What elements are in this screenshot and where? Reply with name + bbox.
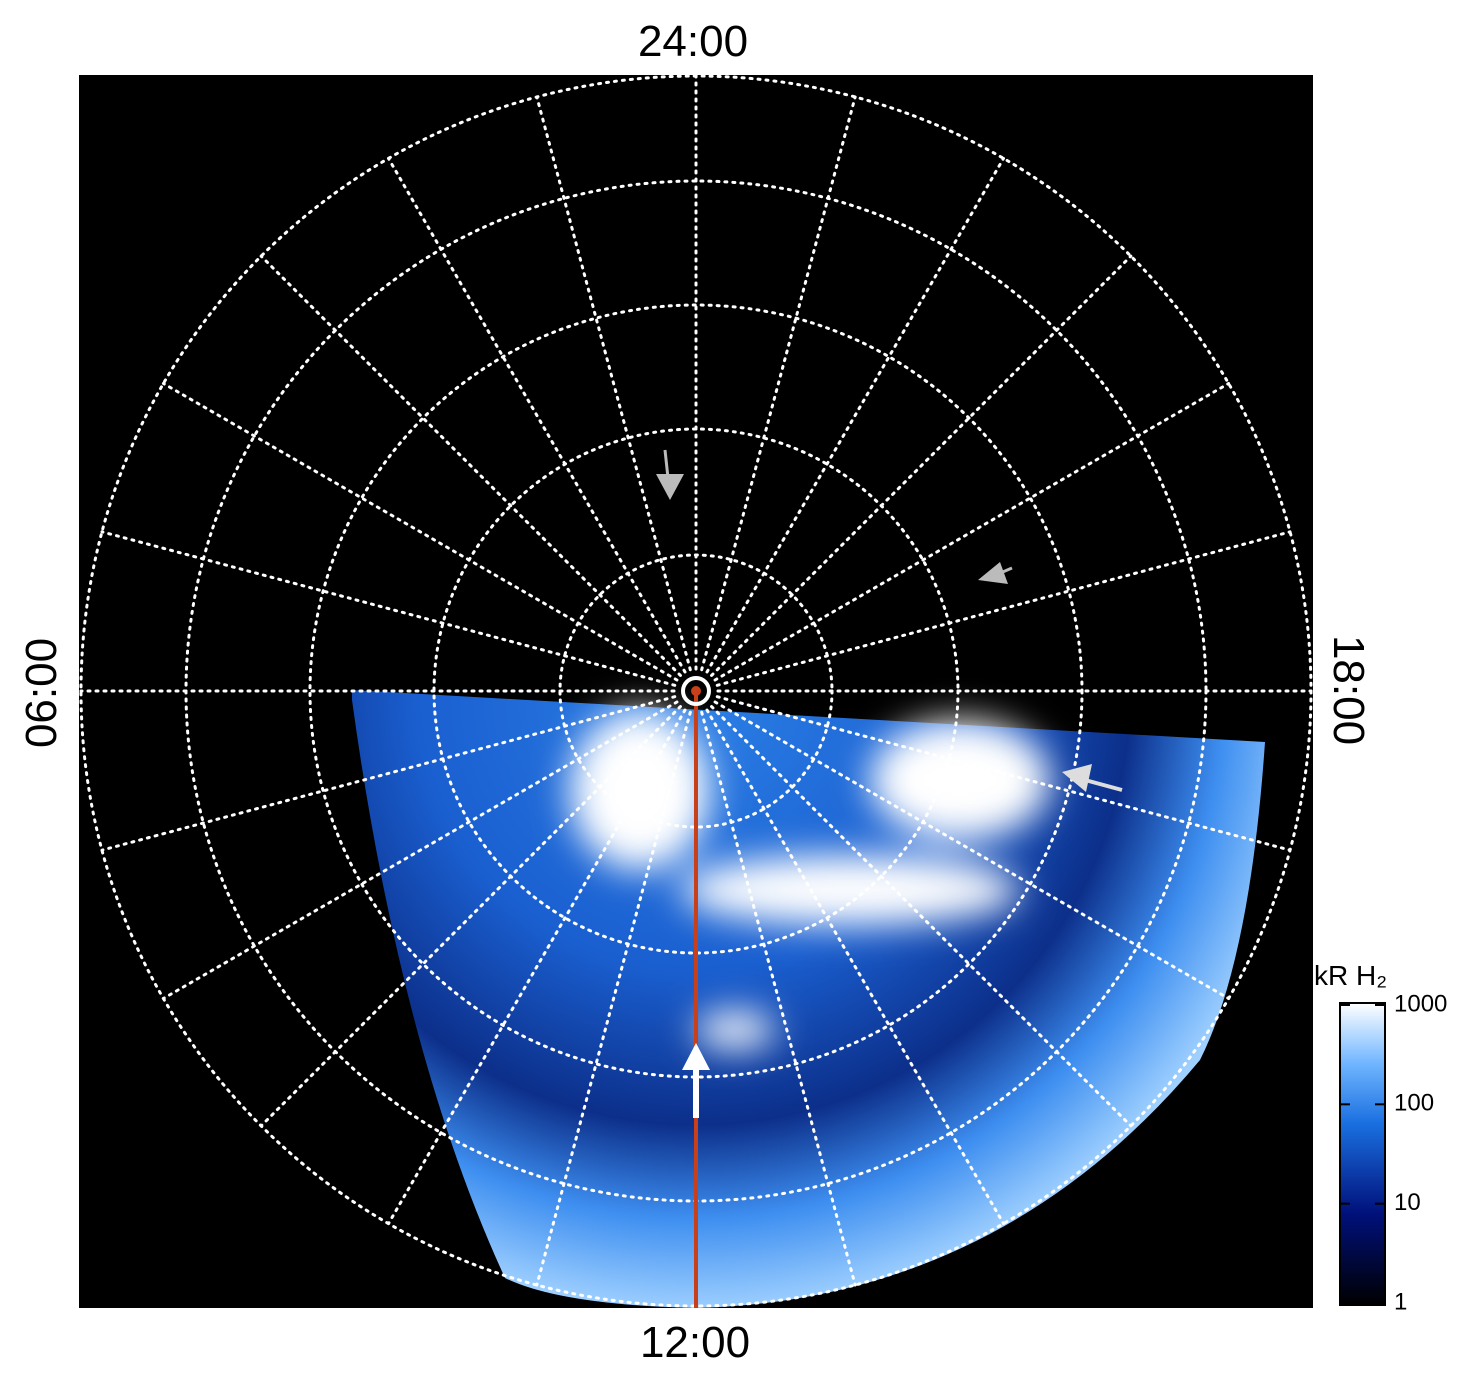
colorbar-tick-label: 10 [1394,1189,1421,1216]
markers [656,449,1123,1308]
meridian [259,254,682,677]
colorbar-tick-label: 1 [1394,1288,1407,1315]
local-time-label: 12:00 [640,1318,750,1367]
bright-emission [570,710,1050,1048]
meridian [713,700,1231,1000]
meridian [705,156,1005,674]
meridian [535,95,692,672]
arrow-shaft [663,449,670,479]
colorbar-tick-label: 1000 [1394,990,1447,1017]
colorbar [1339,1002,1386,1306]
meridian [710,705,1133,1128]
meridian [161,382,679,682]
meridian [715,530,1292,687]
emission-region [352,690,1265,1308]
latitude-circle [308,303,1084,1079]
meridian [535,710,692,1287]
arrow-head [656,474,684,500]
colorbar-ticks: 1 10 100 1000 [1340,990,1447,1315]
colorbar-tick-label: 100 [1394,1090,1434,1117]
arrow-head [978,562,1008,584]
meridian [259,705,682,1128]
pole-ring [681,676,711,706]
meridian [100,695,677,852]
meridian [705,708,1005,1226]
meridian [713,382,1231,682]
pole-dot [691,686,701,696]
arrow-shaft [1084,778,1123,792]
meridian [161,700,679,1000]
meridian [700,95,857,672]
meridian [387,708,687,1226]
meridian [700,710,857,1287]
arrow-head [1062,764,1092,792]
meridian [387,156,687,674]
meridian [710,254,1133,677]
aurora-image [352,690,1265,1308]
colorbar-title: kR H₂ [1314,960,1387,991]
arrow-head [682,1043,710,1070]
meridian [715,695,1292,852]
local-time-label: 24:00 [638,17,748,66]
local-time-label: 18:00 [1324,635,1373,745]
local-time-label: 06:00 [17,638,66,748]
meridian [100,530,677,687]
